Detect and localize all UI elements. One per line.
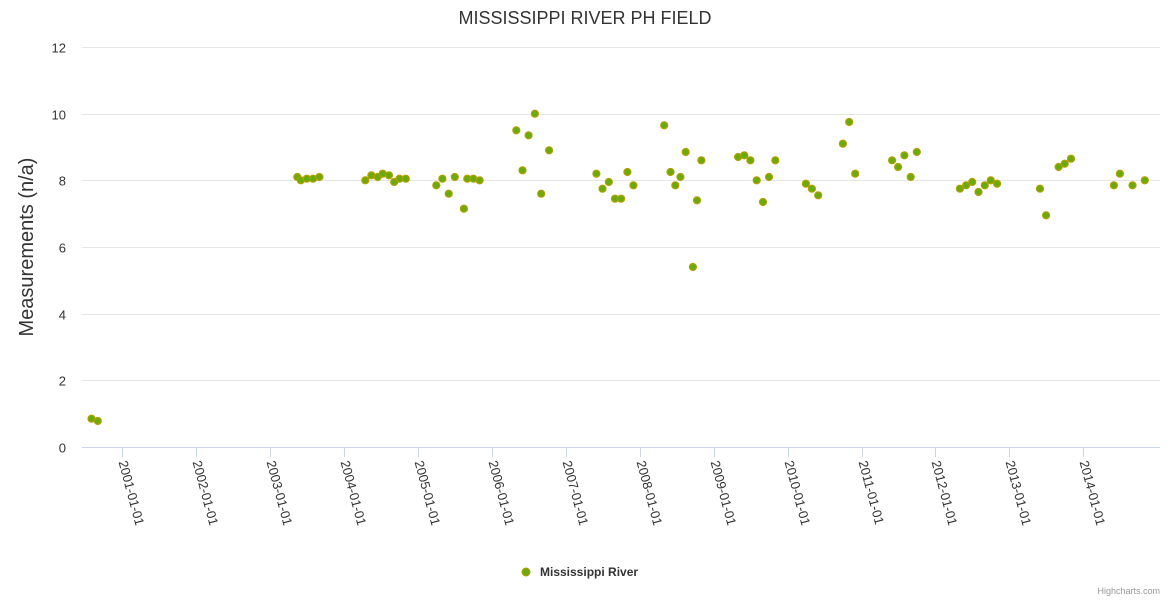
x-tick-label: 2012-01-01 [929,459,961,527]
x-tick-label: 2008-01-01 [634,459,666,527]
credits-link[interactable]: Highcharts.com [1097,586,1160,596]
data-point[interactable] [681,147,690,157]
data-point[interactable] [968,177,977,187]
y-tick-label: 8 [59,174,66,189]
data-point[interactable] [697,156,706,165]
data-point[interactable] [444,189,453,198]
legend-marker [521,567,531,577]
data-point[interactable] [912,147,921,157]
x-tick-label: 2011-01-01 [856,459,887,526]
data-point[interactable] [1054,162,1063,172]
data-point[interactable] [740,151,749,160]
data-point[interactable] [980,181,989,190]
data-point[interactable] [512,126,521,135]
data-point[interactable] [629,181,638,190]
grid-lines [82,47,1160,381]
y-axis-ticks: 0 2 4 6 8 10 12 [52,41,66,456]
data-point[interactable] [676,172,685,182]
data-point[interactable] [537,189,546,198]
data-point[interactable] [1140,176,1149,185]
data-point[interactable] [530,109,540,118]
x-tick-label: 2010-01-01 [782,459,814,527]
data-point[interactable] [1128,181,1137,190]
data-point[interactable] [688,262,698,272]
y-tick-label: 10 [52,108,66,123]
data-point[interactable] [887,156,897,165]
data-point[interactable] [432,181,441,190]
data-point[interactable] [401,174,410,183]
data-point[interactable] [1041,211,1051,220]
data-point[interactable] [671,181,680,190]
y-tick-label: 0 [59,441,66,456]
data-point[interactable] [616,194,626,203]
data-point[interactable] [450,172,459,182]
x-tick-label: 2002-01-01 [190,459,222,527]
data-point[interactable] [845,117,854,127]
data-point[interactable] [315,172,324,182]
y-tick-label: 6 [59,241,66,256]
data-point[interactable] [660,121,669,130]
data-point[interactable] [623,167,632,177]
data-point[interactable] [851,169,860,178]
data-point[interactable] [893,162,903,172]
data-point[interactable] [1109,181,1119,190]
data-point[interactable] [692,196,702,205]
data-point[interactable] [746,156,755,165]
data-point[interactable] [604,177,613,187]
data-point[interactable] [900,151,909,160]
data-point[interactable] [771,156,780,165]
legend-item-mississippi-river[interactable]: Mississippi River [521,565,638,579]
data-point[interactable] [992,179,1002,188]
data-point[interactable] [1060,159,1069,168]
data-point[interactable] [955,184,965,193]
data-point[interactable] [524,131,533,140]
data-point[interactable] [518,166,527,175]
data-point[interactable] [384,171,394,180]
data-point[interactable] [93,416,102,426]
data-point[interactable] [807,184,817,193]
data-point[interactable] [764,172,774,182]
chart-title: MISSISSIPPI RIVER PH FIELD [458,8,711,28]
data-point[interactable] [1066,154,1076,163]
data-point[interactable] [544,146,554,155]
x-tick-label: 2005-01-01 [412,459,444,527]
data-series-mississippi-river[interactable] [87,109,1149,426]
data-point[interactable] [814,191,823,200]
data-point[interactable] [758,197,768,207]
data-point[interactable] [986,176,995,185]
y-tick-label: 2 [59,374,66,389]
data-point[interactable] [475,176,484,185]
data-point[interactable] [961,181,971,190]
data-point[interactable] [838,139,848,148]
x-tick-label: 2013-01-01 [1003,459,1035,527]
legend-label: Mississippi River [540,565,638,579]
data-point[interactable] [1035,184,1045,193]
data-point[interactable] [598,184,607,193]
data-point[interactable] [1115,169,1125,178]
x-tick-label: 2003-01-01 [264,459,296,527]
data-point[interactable] [801,179,811,188]
data-point[interactable] [906,172,915,182]
y-axis-title: Measurements (n/a) [16,158,38,337]
data-point[interactable] [438,174,447,183]
x-axis-ticks: 2001-01-01 2002-01-01 2003-01-01 2004-01-01… [116,447,1109,527]
data-point[interactable] [361,176,370,185]
y-tick-label: 12 [52,41,66,56]
x-tick-label: 2004-01-01 [338,459,370,527]
x-tick-label: 2007-01-01 [560,459,592,527]
x-tick-label: 2014-01-01 [1077,459,1109,527]
data-point[interactable] [459,204,468,213]
x-tick-label: 2009-01-01 [708,459,740,527]
data-point[interactable] [974,187,983,197]
x-tick-label: 2006-01-01 [486,459,518,527]
data-point[interactable] [752,176,761,185]
y-tick-label: 4 [59,308,66,323]
data-point[interactable] [666,167,675,177]
data-point[interactable] [592,169,601,178]
x-tick-label: 2001-01-01 [116,459,148,527]
